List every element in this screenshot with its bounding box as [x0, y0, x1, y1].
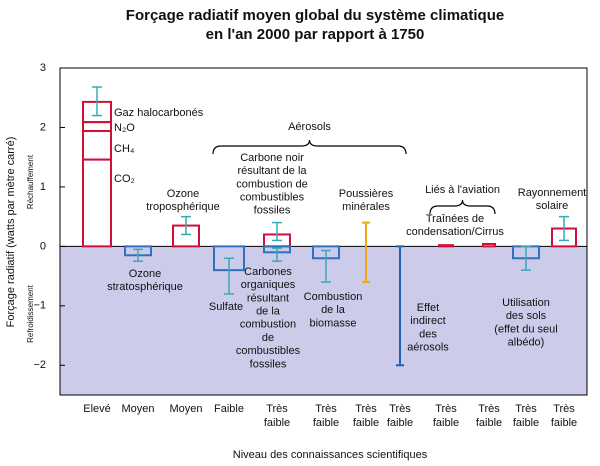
- group-brace: [429, 199, 496, 215]
- bar-label: Carbone noir: [240, 152, 304, 164]
- error-bar: [133, 248, 143, 262]
- bar-label: combustion: [240, 319, 296, 331]
- y-axis-label: Forçage radiatif (watts par mètre carré): [5, 137, 17, 328]
- x-tick-label: faible: [313, 417, 339, 429]
- bar-label: organiques: [241, 279, 296, 291]
- error-bar: [559, 215, 569, 242]
- x-tick-label: Moyen: [169, 403, 202, 415]
- x-tick-label: faible: [353, 417, 379, 429]
- group-brace: [212, 139, 407, 155]
- bar-label: fossiles: [250, 358, 287, 370]
- bar-label: combustibles: [236, 345, 301, 357]
- y-tick-label: −1: [33, 300, 46, 312]
- x-tick-label: Très: [266, 403, 288, 415]
- bar-label: minérales: [342, 201, 390, 213]
- group-label: Liés à l'aviation: [425, 184, 500, 196]
- x-axis-label: Niveau des connaissances scientifiques: [233, 449, 428, 461]
- cooling-label: Refroidissement: [26, 284, 35, 343]
- bar-label: aérosols: [407, 342, 449, 354]
- error-bar: [224, 257, 234, 295]
- error-bar: [181, 215, 191, 236]
- bar: [82, 130, 112, 161]
- cooling-region: [60, 246, 587, 395]
- group-label: Aérosols: [288, 121, 331, 133]
- warming-label: Réchauffement: [26, 154, 35, 209]
- bar-label: albédo): [508, 337, 545, 349]
- bar-label: de la: [256, 306, 281, 318]
- bar: [482, 242, 496, 248]
- x-tick-label: faible: [551, 417, 577, 429]
- bar-label: de: [262, 332, 274, 344]
- bar-label: Carbones: [244, 266, 292, 278]
- bar-label: (effet du seul: [494, 323, 557, 335]
- y-tick-label: 0: [40, 240, 46, 252]
- bar-label: Effet: [417, 302, 439, 314]
- y-tick-label: 3: [40, 62, 46, 74]
- bar-label: Utilisation: [502, 297, 550, 309]
- bar-label: Gaz halocarbonés: [114, 107, 204, 119]
- error-bar: [321, 249, 331, 283]
- x-tick-label: Très: [355, 403, 377, 415]
- bar-label: des sols: [506, 310, 547, 322]
- x-tick-label: Très: [553, 403, 575, 415]
- bar-label: résultant de la: [237, 165, 307, 177]
- x-tick-label: faible: [476, 417, 502, 429]
- bar-label: résultant: [247, 292, 289, 304]
- bar-label: biomasse: [309, 317, 356, 329]
- chart-title: en l'an 2000 par rapport à 1750: [206, 26, 425, 43]
- x-tick-label: Très: [515, 403, 537, 415]
- bar: [82, 158, 112, 248]
- x-tick-label: faible: [513, 417, 539, 429]
- plot-frame: [59, 67, 588, 396]
- x-tick-label: Très: [435, 403, 457, 415]
- bar-label: troposphérique: [146, 201, 219, 213]
- bar-label: fossiles: [254, 205, 291, 217]
- error-bar: [272, 221, 282, 242]
- bar: [438, 244, 454, 248]
- bar-label: Ozone: [167, 188, 199, 200]
- y-tick-label: 2: [40, 121, 46, 133]
- bar-label: solaire: [536, 200, 568, 212]
- bar-label: N₂O: [114, 122, 135, 134]
- x-tick-label: faible: [387, 417, 413, 429]
- bar-label: de la: [321, 304, 346, 316]
- x-tick-label: Très: [478, 403, 500, 415]
- bar-label: Combustion: [304, 291, 363, 303]
- x-tick-label: Très: [389, 403, 411, 415]
- range-bar: [362, 221, 370, 284]
- x-tick-label: Très: [315, 403, 337, 415]
- x-tick-label: Faible: [214, 403, 244, 415]
- x-tick-label: Moyen: [121, 403, 154, 415]
- bar-label: Sulfate: [209, 301, 243, 313]
- bar: [82, 121, 112, 133]
- x-tick-label: faible: [264, 417, 290, 429]
- bar-label: Rayonnement: [518, 187, 587, 199]
- bar-label: combustibles: [240, 192, 305, 204]
- error-bar: [92, 86, 102, 117]
- error-bar: [521, 245, 531, 271]
- bar-label: condensation/Cirrus: [406, 226, 504, 238]
- bar-label: stratosphérique: [107, 281, 183, 293]
- bar-label: des: [419, 328, 437, 340]
- bar-label: CH₄: [114, 143, 135, 155]
- bar-label: Ozone: [129, 268, 161, 280]
- range-bar: [396, 245, 404, 367]
- bar-label: indirect: [410, 315, 445, 327]
- x-tick-label: Elevé: [83, 403, 111, 415]
- bar-label: combustion de: [236, 178, 308, 190]
- x-tick-label: faible: [433, 417, 459, 429]
- bar-label: Poussières: [339, 188, 394, 200]
- y-tick-label: 1: [40, 181, 46, 193]
- bar-label: Traînées de: [426, 213, 484, 225]
- bar-label: CO₂: [114, 173, 135, 185]
- error-bar: [272, 247, 282, 262]
- chart-title: Forçage radiatif moyen global du système…: [126, 7, 504, 24]
- y-tick-label: −2: [33, 359, 46, 371]
